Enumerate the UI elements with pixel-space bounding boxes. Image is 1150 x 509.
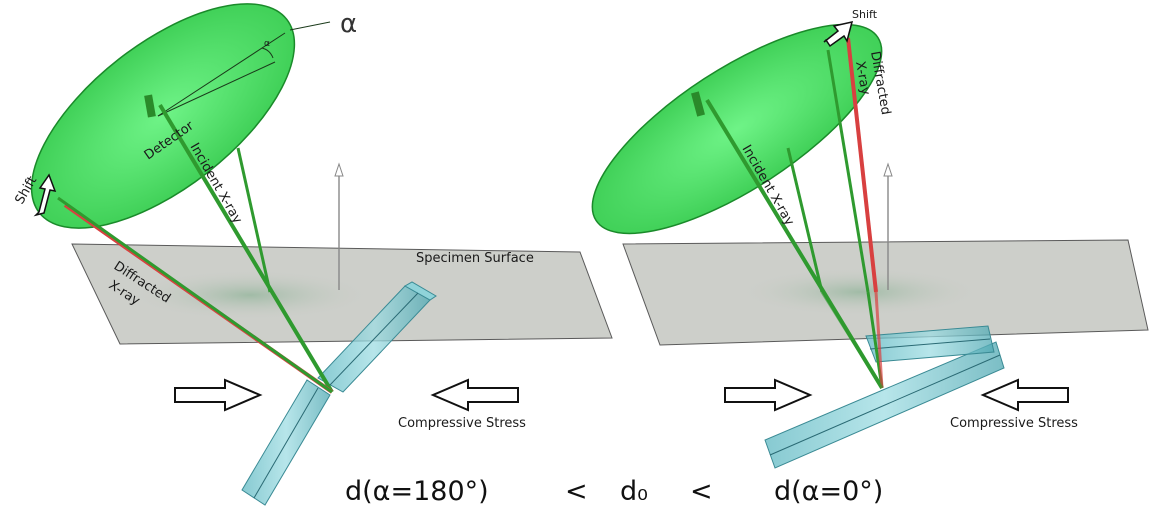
right-diffracted-label-line2: X-ray xyxy=(852,60,873,96)
left-stress-arrow-right xyxy=(174,378,263,412)
left-surface-normal xyxy=(334,162,344,290)
left-surface-shadow xyxy=(130,270,370,320)
right-stress-label: Compressive Stress xyxy=(950,416,1078,431)
right-beams xyxy=(691,37,884,390)
right-surface-shadow xyxy=(740,268,980,316)
right-stress-arrow-right xyxy=(724,378,813,412)
equation-lt-2: < xyxy=(690,476,713,507)
left-alpha-small-label: α xyxy=(264,39,270,49)
left-alpha-label: α xyxy=(340,9,357,39)
equation-lt-1: < xyxy=(565,476,588,507)
right-crystal-lower xyxy=(764,341,1005,469)
right-panel: Shift Diffracted X-ray Incident X-ray Co… xyxy=(591,8,1149,469)
left-crystal-lower xyxy=(241,379,331,506)
right-shift-label: Shift xyxy=(852,8,878,21)
left-surface-label: Specimen Surface xyxy=(416,251,534,266)
left-crystal-upper xyxy=(317,281,437,393)
equation-right: d(α=0°) xyxy=(774,476,883,507)
left-stress-label: Compressive Stress xyxy=(398,416,526,431)
equation-middle: d₀ xyxy=(620,476,648,507)
left-stress-arrow-left xyxy=(430,378,519,412)
left-alpha-cone xyxy=(157,21,331,117)
right-stress-arrow-left xyxy=(980,378,1069,412)
right-crystal-upper xyxy=(865,325,995,363)
right-detector-disc xyxy=(591,23,883,235)
right-surface-normal xyxy=(883,162,893,290)
left-panel: α α Shift Detector Incident X-ray Diffra… xyxy=(12,3,613,506)
left-shift-arrow xyxy=(33,173,57,217)
right-diffracted-ref-beam xyxy=(826,49,870,293)
equation-left: d(α=180°) xyxy=(345,476,489,507)
equation: d(α=180°) < d₀ < d(α=0°) xyxy=(345,476,883,507)
right-diffracted-beam xyxy=(846,37,878,293)
right-shift-arrow xyxy=(823,21,854,48)
left-beams xyxy=(57,94,334,394)
left-diffracted-ref-beam xyxy=(57,196,333,394)
left-incident-beam xyxy=(158,103,334,394)
